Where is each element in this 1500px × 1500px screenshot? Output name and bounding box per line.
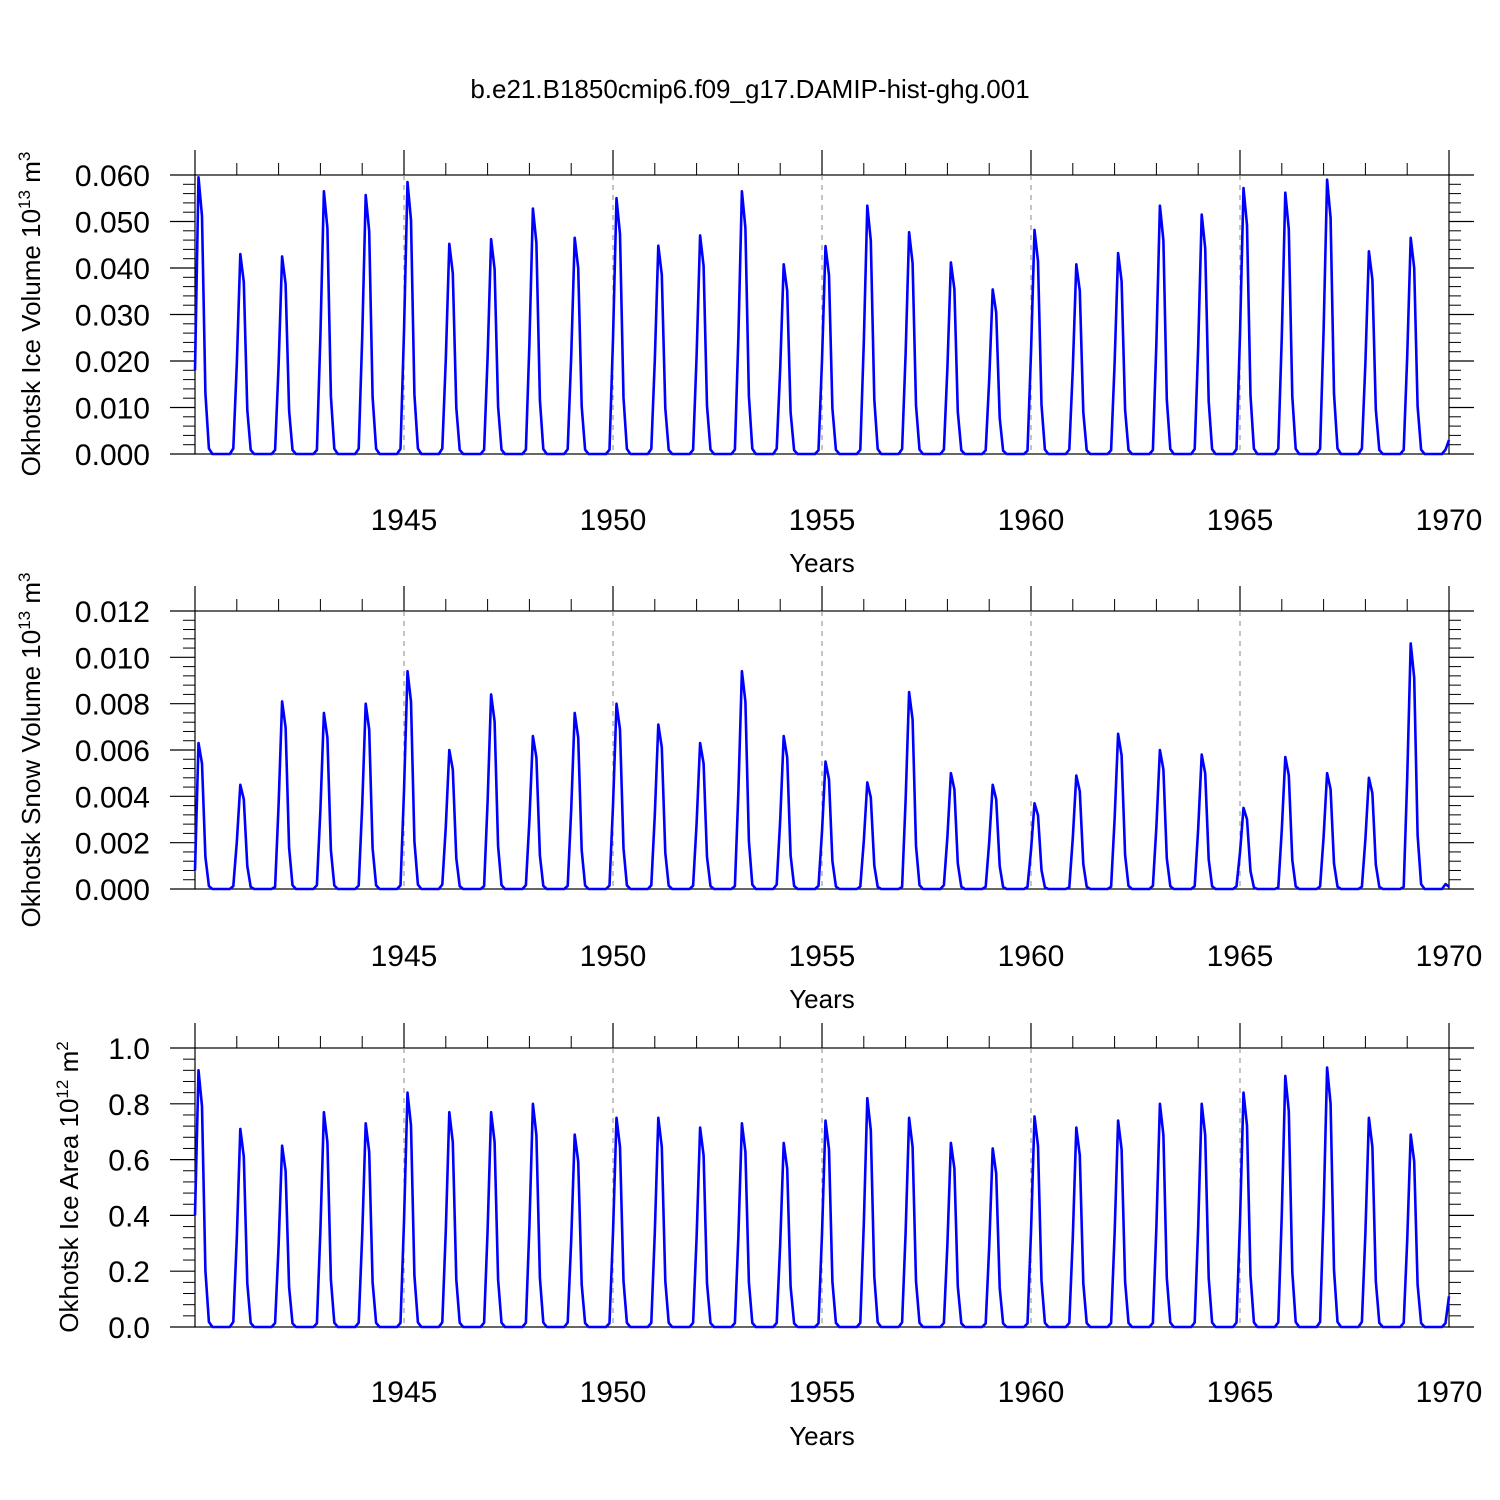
y-axis-label-exponent: 13 (15, 190, 34, 209)
y-tick-label: 0.000 (75, 874, 150, 907)
y-axis-label-unit-exponent: 3 (15, 152, 34, 161)
y-axis-label-unit: m (16, 161, 46, 190)
x-axis-label: Years (789, 1421, 855, 1451)
y-tick-label: 0.020 (75, 346, 150, 379)
y-tick-label: 0.050 (75, 207, 150, 240)
x-tick-label: 1945 (371, 940, 438, 973)
y-tick-label: 0.012 (75, 596, 150, 629)
y-axis-label-unit-exponent: 2 (53, 1041, 72, 1050)
x-tick-label: 1970 (1416, 940, 1483, 973)
x-tick-label: 1965 (1207, 504, 1274, 537)
y-axis-label-unit-exponent: 3 (15, 573, 34, 582)
x-tick-label: 1945 (371, 504, 438, 537)
x-tick-label: 1945 (371, 1376, 438, 1409)
x-tick-label: 1970 (1416, 504, 1483, 537)
x-tick-label: 1950 (580, 504, 647, 537)
y-axis-label-unit: m (54, 1051, 84, 1080)
y-tick-label: 0.008 (75, 689, 150, 722)
y-axis-label-exponent: 12 (53, 1080, 72, 1099)
chart-title: b.e21.B1850cmip6.f09_g17.DAMIP-hist-ghg.… (470, 74, 1030, 104)
panel-3: 0.0 0.2 0.4 0.6 0.8 1.0 1945 1950 1955 1960 1965 19… (53, 1023, 1482, 1451)
x-tick-label: 1950 (580, 940, 647, 973)
x-tick-label: 1960 (998, 1376, 1065, 1409)
panel-2: 0.000 0.002 0.004 0.006 0.008 0.010 0.012 1945 1… (15, 573, 1482, 1015)
y-axis-label: Okhotsk Ice Area 1012 m2 (53, 1041, 84, 1332)
y-tick-label: 0.006 (75, 735, 150, 768)
y-axis-label-text: Okhotsk Ice Area 10 (54, 1099, 84, 1333)
y-tick-label: 0.6 (108, 1145, 150, 1178)
y-tick-label: 0.004 (75, 781, 150, 814)
x-tick-label: 1955 (789, 940, 856, 973)
panel-1: 0.000 0.010 0.020 0.030 0.040 0.050 0.060 1945 1… (15, 150, 1482, 578)
series-line (193, 176, 1451, 456)
y-axis-label-text: Okhotsk Snow Volume 10 (16, 630, 46, 928)
y-tick-label: 0.010 (75, 642, 150, 675)
x-tick-label: 1965 (1207, 940, 1274, 973)
y-axis-label: Okhotsk Snow Volume 1013 m3 (15, 573, 46, 928)
y-tick-label: 0.0 (108, 1312, 150, 1345)
series-line (193, 642, 1450, 891)
x-tick-label: 1950 (580, 1376, 647, 1409)
y-tick-label: 0.010 (75, 393, 150, 426)
y-tick-label: 0.2 (108, 1256, 150, 1289)
x-axis-label: Years (789, 548, 855, 578)
y-axis-label: Okhotsk Ice Volume 1013 m3 (15, 152, 46, 477)
y-tick-label: 0.030 (75, 300, 150, 333)
y-tick-label: 0.040 (75, 253, 150, 286)
x-axis-label: Years (789, 984, 855, 1014)
y-axis-label-unit: m (16, 582, 46, 611)
y-tick-label: 0.8 (108, 1089, 150, 1122)
y-axis-label-text: Okhotsk Ice Volume 10 (16, 209, 46, 476)
x-tick-label: 1965 (1207, 1376, 1274, 1409)
y-tick-label: 0.4 (108, 1200, 150, 1233)
y-tick-label: 0.060 (75, 160, 150, 193)
y-tick-label: 0.002 (75, 828, 150, 861)
series-line (193, 1066, 1451, 1329)
x-tick-label: 1960 (998, 504, 1065, 537)
x-tick-label: 1960 (998, 940, 1065, 973)
y-axis-label-exponent: 13 (15, 611, 34, 630)
y-tick-label: 1.0 (108, 1033, 150, 1066)
x-tick-label: 1955 (789, 504, 856, 537)
x-tick-label: 1955 (789, 1376, 856, 1409)
x-tick-label: 1970 (1416, 1376, 1483, 1409)
y-tick-label: 0.000 (75, 439, 150, 472)
